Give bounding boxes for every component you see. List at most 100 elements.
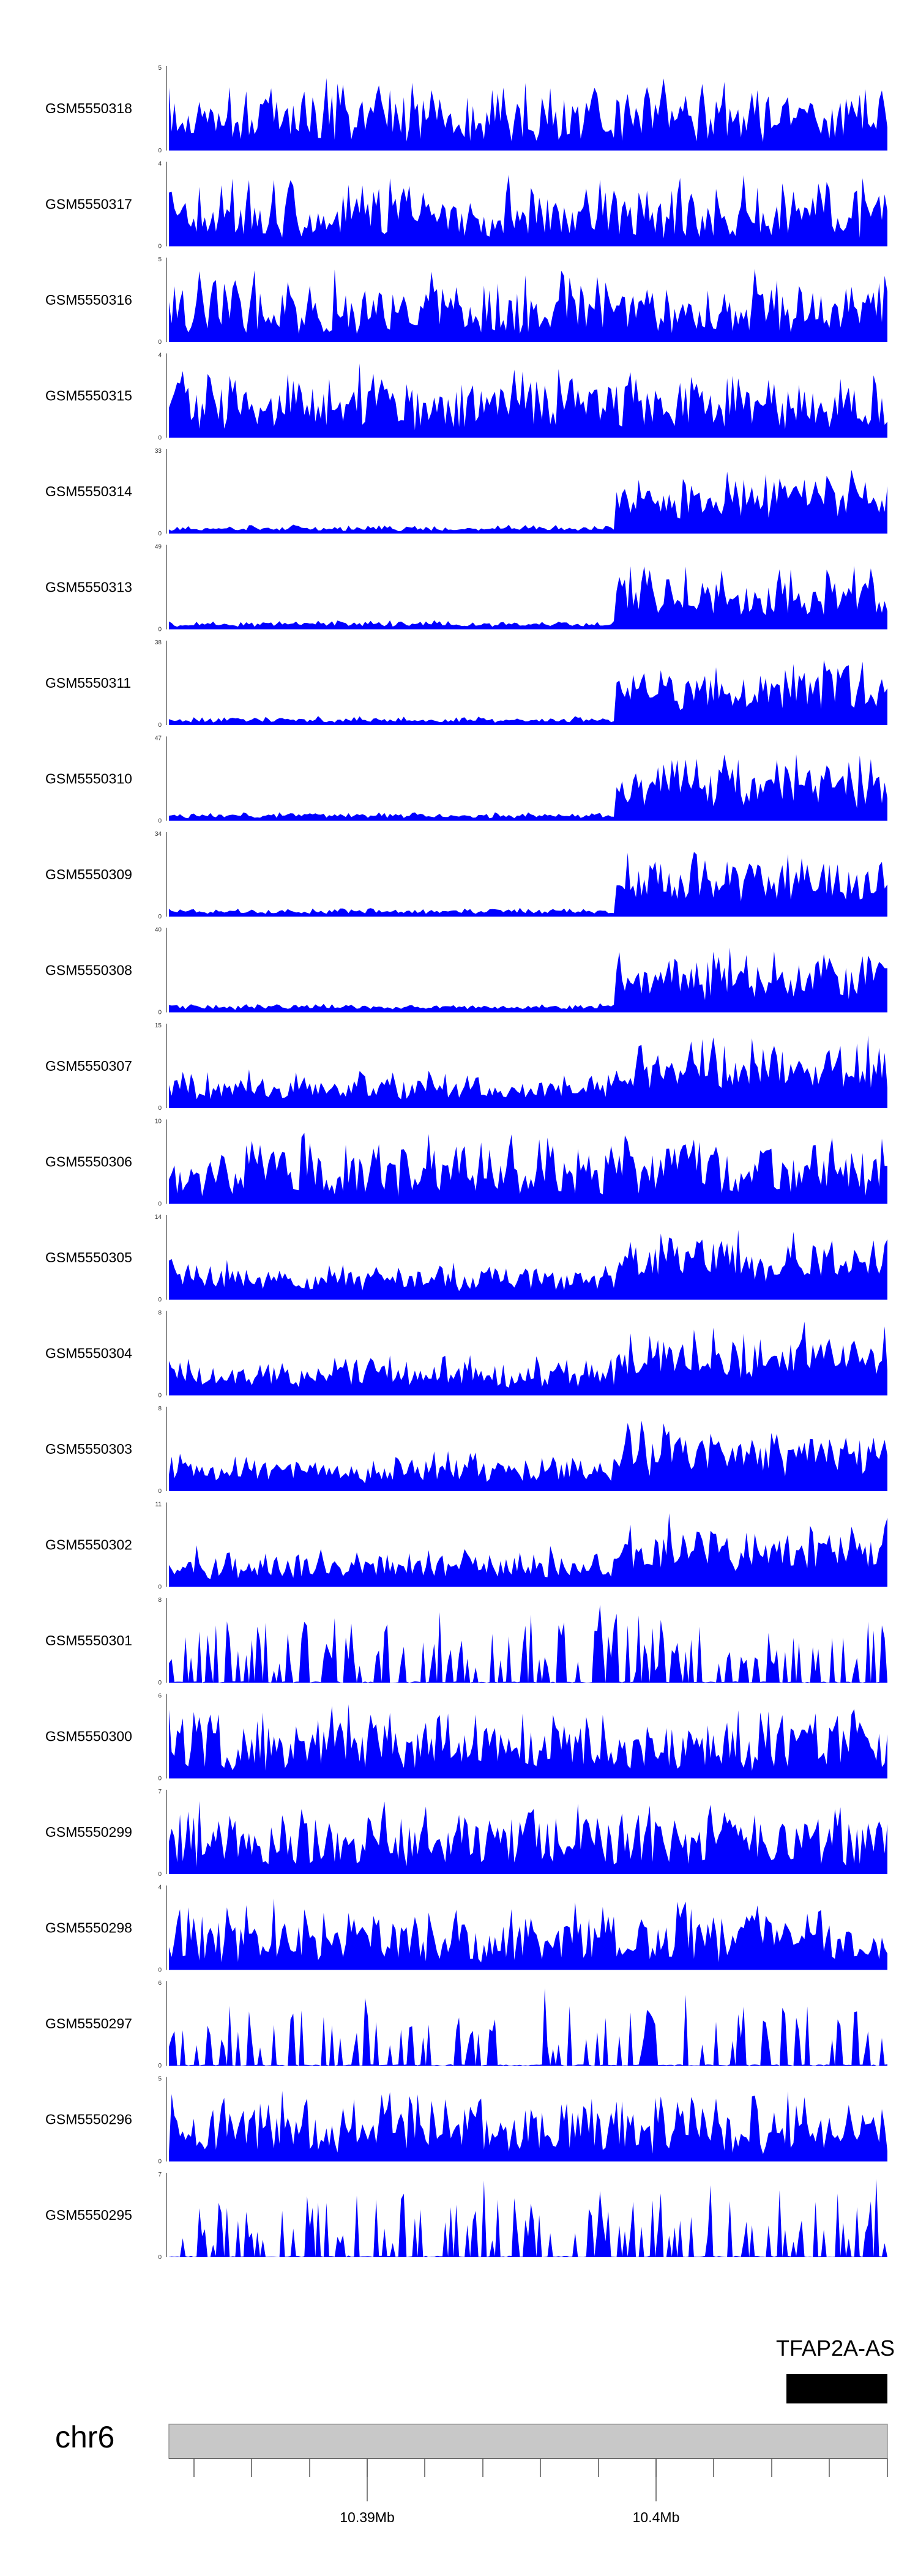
- sample-label: GSM5550311: [45, 675, 131, 691]
- sample-label: GSM5550313: [45, 579, 132, 595]
- ymin-label: 0: [158, 722, 162, 729]
- ymin-label: 0: [158, 914, 162, 920]
- coverage-area: [169, 1801, 887, 1874]
- ymin-label: 0: [158, 2159, 162, 2165]
- ymax-label: 4: [158, 1885, 162, 1891]
- coverage-area: [169, 363, 887, 438]
- sample-label: GSM5550303: [45, 1441, 132, 1457]
- ymin-label: 0: [158, 1105, 162, 1112]
- coverage-area: [169, 78, 887, 151]
- coverage-area: [169, 1230, 887, 1300]
- coverage-area: [169, 1035, 887, 1108]
- sample-label: GSM5550308: [45, 962, 132, 978]
- sample-label: GSM5550302: [45, 1537, 132, 1553]
- coverage-area: [169, 852, 887, 917]
- coverage-area: [169, 1704, 887, 1779]
- ymax-label: 7: [158, 1789, 162, 1795]
- ymin-label: 0: [158, 1488, 162, 1495]
- sample-label: GSM5550304: [45, 1346, 132, 1361]
- ymin-label: 0: [158, 2254, 162, 2261]
- gene-annotation-track: TFAP2A-AS: [776, 2336, 895, 2403]
- ymax-label: 8: [158, 1405, 162, 1412]
- ymax-label: 4: [158, 161, 162, 168]
- sample-label: GSM5550296: [45, 2112, 132, 2127]
- sample-label: GSM5550314: [45, 483, 132, 499]
- ymin-label: 0: [158, 1393, 162, 1399]
- sample-label: GSM5550315: [45, 388, 132, 404]
- sample-label: GSM5550318: [45, 100, 132, 116]
- sample-label: GSM5550309: [45, 866, 132, 882]
- ymax-label: 49: [155, 544, 162, 551]
- ymin-label: 0: [158, 1871, 162, 1878]
- ymax-label: 14: [155, 1214, 162, 1221]
- ymin-label: 0: [158, 2063, 162, 2069]
- ymin-label: 0: [158, 627, 162, 633]
- sample-label: GSM5550299: [45, 1824, 132, 1840]
- coverage-area: [169, 754, 887, 821]
- sample-label: GSM5550297: [45, 2016, 132, 2031]
- chromosome-ideogram: [168, 2424, 888, 2459]
- ymax-label: 4: [158, 352, 162, 359]
- coverage-area: [169, 469, 887, 534]
- coverage-area: [169, 1513, 887, 1587]
- sample-label: GSM5550306: [45, 1154, 132, 1170]
- ymin-label: 0: [158, 1201, 162, 1208]
- sample-label: GSM5550310: [45, 771, 132, 787]
- coverage-area: [169, 565, 887, 630]
- coverage-area: [169, 660, 887, 725]
- ymin-label: 0: [158, 147, 162, 154]
- sample-label: GSM5550307: [45, 1058, 132, 1074]
- ymin-label: 0: [158, 1776, 162, 1782]
- axis-tick-label: 10.4Mb: [633, 2509, 680, 2525]
- sample-label: GSM5550305: [45, 1249, 132, 1265]
- ymax-label: 34: [155, 831, 162, 838]
- coverage-area: [169, 269, 887, 342]
- ymin-label: 0: [158, 1967, 162, 1974]
- sample-label: GSM5550316: [45, 292, 132, 308]
- ymax-label: 8: [158, 1310, 162, 1317]
- ymin-label: 0: [158, 1010, 162, 1016]
- coverage-area: [169, 2178, 887, 2257]
- ymax-label: 33: [155, 448, 162, 455]
- ymax-label: 6: [158, 1980, 162, 1987]
- ymax-label: 7: [158, 2172, 162, 2178]
- ymin-label: 0: [158, 1680, 162, 1686]
- coverage-area: [169, 1133, 887, 1204]
- ymax-label: 5: [158, 256, 162, 263]
- gene-body: [786, 2374, 887, 2403]
- coverage-area: [169, 1898, 887, 1970]
- ymin-label: 0: [158, 435, 162, 442]
- ymin-label: 0: [158, 818, 162, 825]
- genomic-axis: 10.39Mb 10.4Mb: [169, 2458, 888, 2525]
- signal-tracks: GSM555031850GSM555031740GSM555031650GSM5…: [45, 65, 887, 2261]
- coverage-area: [169, 1322, 887, 1396]
- coverage-area: [169, 1420, 887, 1491]
- coverage-area: [169, 2091, 887, 2162]
- gene-label: TFAP2A-AS: [776, 2336, 895, 2361]
- axis-tick-label: 10.39Mb: [340, 2509, 395, 2525]
- ymin-label: 0: [158, 1584, 162, 1591]
- ymax-label: 38: [155, 639, 162, 646]
- sample-label: GSM5550298: [45, 1920, 132, 1936]
- ymax-label: 40: [155, 927, 162, 934]
- sample-label: GSM5550301: [45, 1632, 132, 1648]
- ideogram-track: chr6: [55, 2420, 888, 2459]
- ymax-label: 5: [158, 2076, 162, 2083]
- ymax-label: 5: [158, 65, 162, 72]
- ymax-label: 11: [155, 1502, 162, 1508]
- ymin-label: 0: [158, 244, 162, 250]
- coverage-area: [169, 1988, 887, 2066]
- ymax-label: 8: [158, 1597, 162, 1604]
- sample-label: GSM5550295: [45, 2207, 132, 2223]
- ymin-label: 0: [158, 339, 162, 346]
- ymin-label: 0: [158, 1297, 162, 1303]
- chromosome-label: chr6: [55, 2420, 114, 2454]
- sample-label: GSM5550300: [45, 1729, 132, 1744]
- coverage-area: [169, 174, 887, 247]
- ymax-label: 47: [155, 735, 162, 742]
- ymin-label: 0: [158, 530, 162, 537]
- sample-label: GSM5550317: [45, 196, 132, 212]
- coverage-area: [169, 1604, 887, 1683]
- ymax-label: 15: [155, 1022, 162, 1029]
